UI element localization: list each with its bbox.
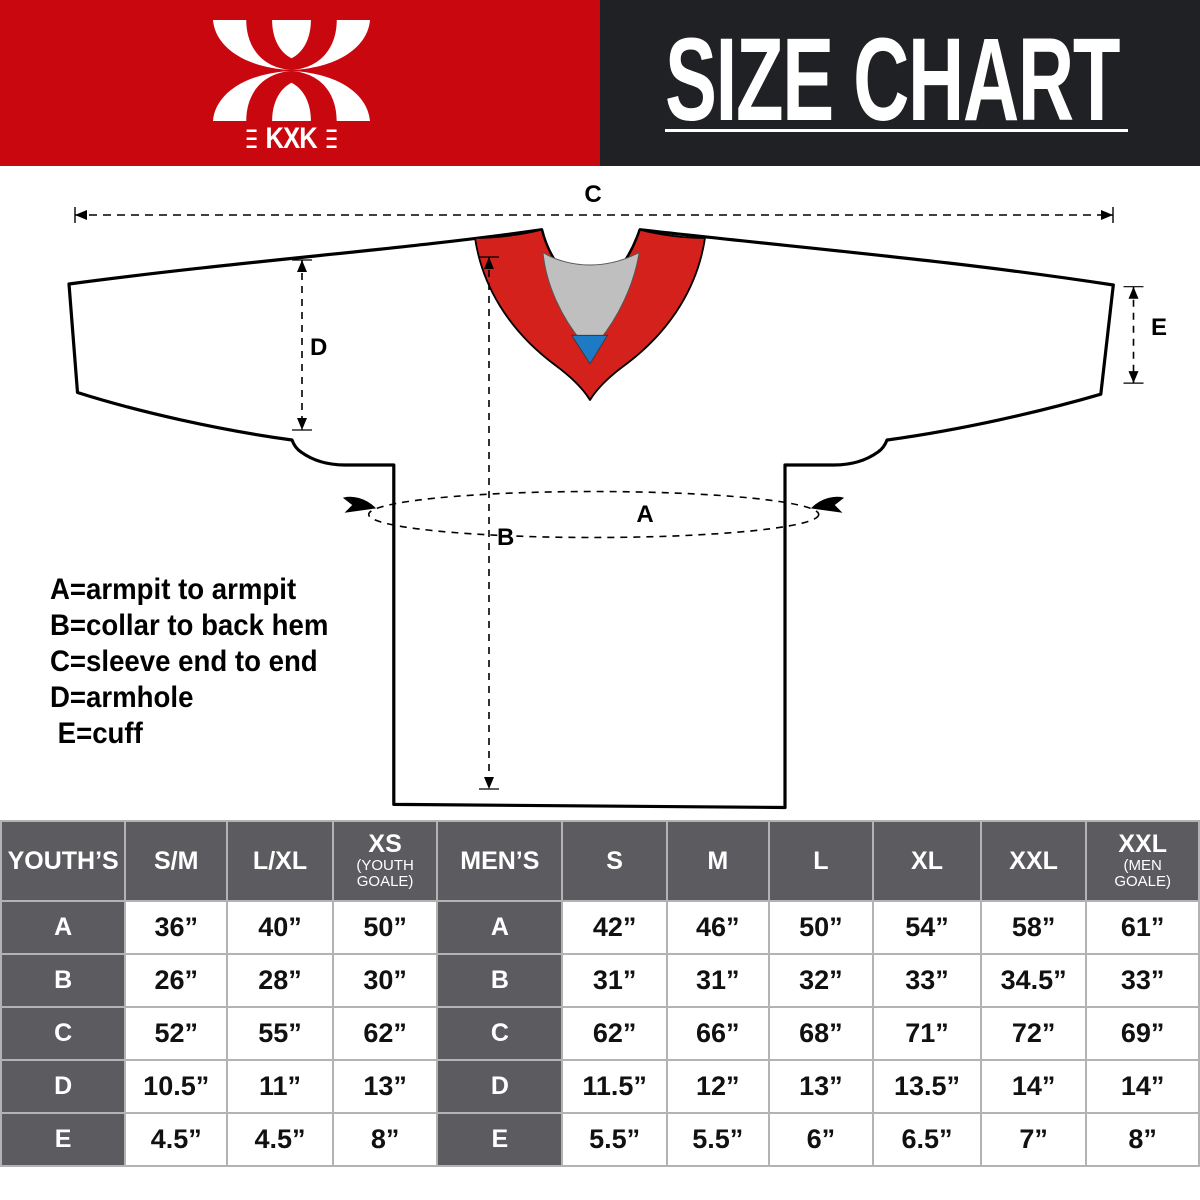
svg-text:E: E — [1151, 314, 1167, 341]
svg-text:D: D — [310, 334, 327, 361]
svg-text:A: A — [636, 501, 653, 528]
svg-text:C: C — [584, 181, 601, 208]
svg-text:B: B — [497, 524, 514, 551]
